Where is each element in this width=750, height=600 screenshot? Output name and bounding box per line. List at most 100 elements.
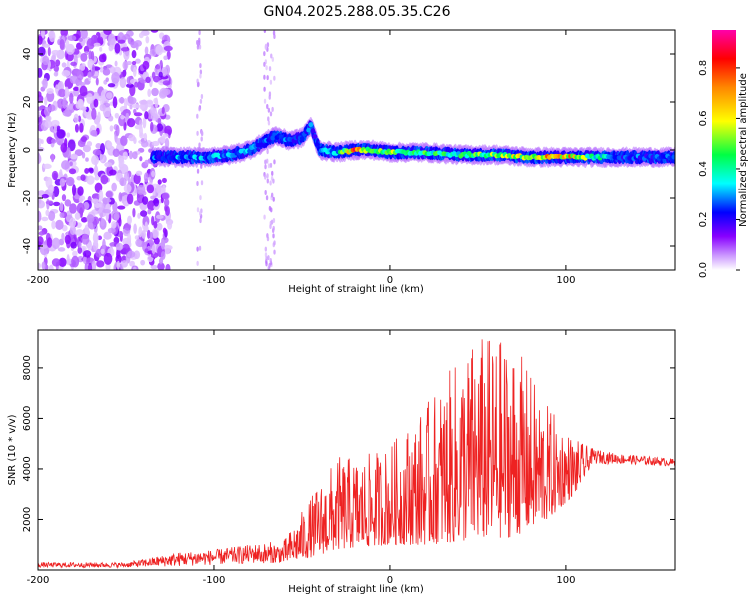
spectrogram-noise-blob: [135, 42, 139, 51]
spectrogram-noise-streak: [196, 130, 199, 136]
spectrogram-noise-blob: [141, 229, 146, 239]
spectrogram-noise-streak: [264, 190, 267, 196]
spectrogram-noise-blob: [59, 202, 64, 212]
spectrogram-noise-blob: [151, 170, 156, 178]
snr-x-tick-label: -100: [203, 575, 226, 586]
spectrogram-noise-blob: [146, 229, 151, 240]
spectrogram-noise-streak: [196, 181, 199, 187]
spectrogram-noise-blob: [145, 76, 151, 84]
spectrogram-noise-blob: [96, 260, 105, 268]
colorbar-tick-label: 0.4: [698, 161, 709, 177]
spectrogram-noise-blob: [153, 220, 158, 229]
spectrogram-noise-blob: [78, 37, 83, 42]
spectrogram-noise-streak: [263, 61, 266, 67]
spectrogram-noise-blob: [56, 129, 66, 139]
spectrogram-noise-blob: [139, 132, 144, 139]
spectrogram-noise-blob: [84, 168, 90, 174]
spectrogram-noise-blob: [132, 103, 140, 109]
spectrogram-noise-blob: [140, 259, 146, 266]
spectrogram-noise-blob: [139, 99, 148, 105]
spectrogram-noise-blob: [69, 161, 73, 167]
spectrogram-noise-blob: [135, 238, 142, 247]
colorbar-ticks: 0.0 0.2 0.4 0.6 0.8: [698, 60, 740, 278]
spectrogram-noise-streak: [266, 103, 269, 109]
snr-frame: [37, 329, 676, 571]
spectrogram-noise-blob: [38, 94, 44, 103]
spectrogram-noise-blob: [123, 184, 132, 194]
spectrogram-noise-streak: [267, 116, 270, 122]
spectrogram-noise-blob: [51, 237, 61, 250]
spectrogram-noise-blob: [163, 45, 173, 52]
spectrogram-noise-streak: [273, 240, 276, 246]
spectrogram-noise-blob: [138, 32, 144, 39]
spectrogram-noise-blob: [99, 46, 103, 52]
spectrogram-x-axis-label: Height of straight line (km): [288, 284, 424, 295]
spectrogram-noise-blob: [108, 33, 116, 46]
spectrogram-noise-streak: [199, 73, 202, 79]
spectrogram-noise-blob: [153, 237, 160, 245]
spectrogram-signal-core: [671, 154, 675, 160]
spectrogram-noise-blob: [117, 39, 126, 44]
spectrogram-noise-blob: [55, 84, 60, 94]
spectrogram-noise-blob: [133, 250, 141, 260]
spectrogram-noise-blob: [38, 46, 46, 57]
spectrogram-noise-streak: [199, 218, 202, 224]
snr-x-tick-label: 0: [387, 575, 393, 586]
spectrogram-noise-blob: [126, 117, 136, 128]
spectrogram-noise-blob: [85, 157, 89, 162]
spectrogram-noise-streak: [265, 256, 268, 262]
spectrogram-noise-blob: [104, 162, 113, 168]
spectrogram-noise-blob: [39, 244, 48, 249]
spectrogram-noise-blob: [60, 142, 68, 153]
snr-y-ticks: 2000 4000 6000 8000: [22, 355, 675, 532]
spectrogram-noise-blob: [123, 33, 131, 40]
spectrogram-noise-blob: [38, 262, 41, 269]
spectrogram-noise-blob: [61, 194, 67, 202]
spectrogram-noise-blob: [121, 243, 130, 253]
spectrogram-noise-blob: [116, 260, 121, 270]
spectrogram-noise-blob: [129, 260, 136, 267]
spectrogram-noise-streak: [268, 94, 271, 100]
spectrogram-noise-streak: [198, 44, 202, 50]
spectrogram-noise-blob: [55, 59, 61, 67]
spectrogram-noise-blob: [93, 98, 99, 108]
spectrogram-noise-blob: [80, 30, 88, 39]
spectrogram-noise-blob: [161, 185, 166, 195]
spectrogram-noise-blob: [90, 129, 98, 137]
spectrogram-noise-blob: [91, 198, 100, 204]
spectrogram-noise-streak: [268, 263, 271, 269]
spectrogram-noise-blob: [84, 262, 89, 270]
spectrogram-noise-blob: [111, 182, 117, 192]
spectrogram-noise-blob: [45, 200, 54, 205]
spectrogram-noise-streak: [264, 159, 267, 165]
spectrogram-noise-blob: [57, 247, 66, 252]
spectrogram-noise-blob: [78, 197, 83, 203]
spectrogram-noise-blob: [61, 70, 71, 77]
spectrogram-noise-blob: [124, 222, 132, 231]
spectrogram-noise-blob: [66, 132, 71, 138]
spectrogram-noise-streak: [269, 220, 273, 226]
spectrogram-y-tick-label: 20: [22, 96, 33, 109]
spectrogram-noise-blob: [147, 88, 152, 98]
spectrogram-noise-blob: [161, 106, 165, 115]
spectrogram-noise-blob: [68, 168, 77, 175]
spectrogram-noise-blob: [139, 156, 143, 162]
spectrogram-noise-blob: [140, 210, 148, 217]
spectrogram-noise-blob: [118, 157, 125, 168]
spectrogram-noise-blob: [97, 95, 103, 102]
spectrogram-noise-blob: [80, 174, 86, 181]
spectrogram-noise-streak: [266, 178, 269, 184]
spectrogram-noise-blob: [150, 113, 159, 121]
spectrogram-noise-blob: [165, 263, 171, 270]
spectrogram-noise-streak: [264, 246, 268, 252]
spectrogram-noise-streak: [270, 207, 273, 213]
spectrogram-noise-blob: [64, 234, 71, 245]
spectrogram-noise-blob: [80, 136, 88, 143]
spectrogram-noise-blob: [41, 216, 49, 222]
spectrogram-noise-blob: [115, 242, 124, 251]
spectrogram-noise-blob: [74, 149, 84, 157]
spectrogram-noise-blob: [59, 169, 63, 178]
spectrogram-noise-streak: [198, 37, 201, 43]
spectrogram-noise-blob: [100, 217, 105, 227]
spectrogram-noise-streak: [267, 120, 271, 126]
